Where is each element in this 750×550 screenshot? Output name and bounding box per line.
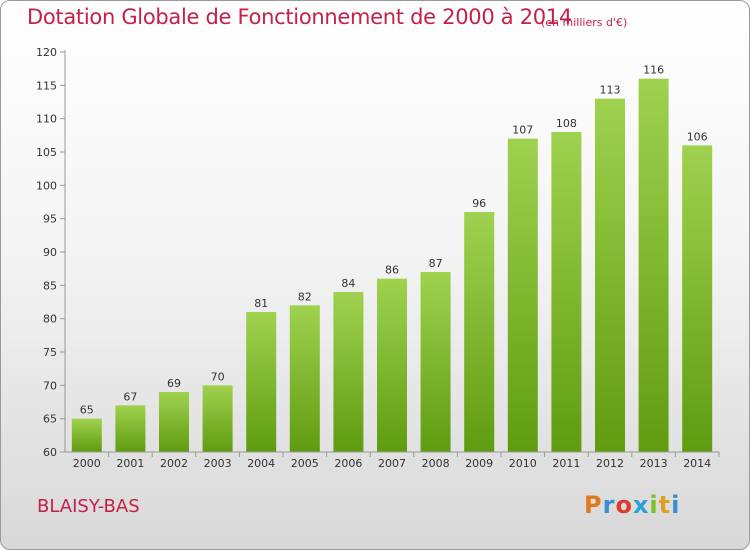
y-tick-label: 95 xyxy=(43,213,57,226)
x-tick-label: 2009 xyxy=(465,457,493,470)
data-label: 107 xyxy=(512,124,533,137)
x-tick-label: 2014 xyxy=(683,457,711,470)
data-label: 69 xyxy=(167,377,181,390)
x-tick-label: 2002 xyxy=(160,457,188,470)
bar-2009 xyxy=(464,212,495,452)
data-label: 82 xyxy=(298,290,312,303)
data-label: 86 xyxy=(385,264,399,277)
data-label: 84 xyxy=(341,277,355,290)
data-label: 116 xyxy=(643,64,664,77)
logo-letter: i xyxy=(649,491,659,519)
data-label: 67 xyxy=(123,390,137,403)
x-tick-label: 2008 xyxy=(422,457,450,470)
logo-letter: i xyxy=(671,491,681,519)
y-tick-label: 120 xyxy=(36,46,57,59)
bar-2005 xyxy=(289,305,320,452)
x-tick-label: 2004 xyxy=(247,457,275,470)
bar-2011 xyxy=(551,132,582,452)
y-tick-label: 100 xyxy=(36,179,57,192)
bar-2014 xyxy=(682,145,713,453)
x-tick-label: 2007 xyxy=(378,457,406,470)
data-label: 113 xyxy=(600,84,621,97)
y-axis: 60 65 70 75 80 85 90 95 100 105 110 115 120 xyxy=(36,46,66,459)
bar-2006 xyxy=(333,292,364,452)
x-tick-label: 2005 xyxy=(291,457,319,470)
x-tick-label: 2001 xyxy=(116,457,144,470)
bars-group: 65 67 69 70 81 82 84 86 87 96 107 108 113 116 106 xyxy=(71,64,713,453)
data-label: 65 xyxy=(80,404,94,417)
bar-2007 xyxy=(377,278,407,452)
x-tick-label: 2010 xyxy=(509,457,537,470)
chart-title: Dotation Globale de Fonctionnement de 20… xyxy=(27,5,572,29)
y-tick-label: 105 xyxy=(36,146,57,159)
y-tick-label: 80 xyxy=(43,313,57,326)
data-label: 96 xyxy=(472,197,486,210)
logo-letter: t xyxy=(658,491,672,519)
bar-2003 xyxy=(202,385,233,452)
y-tick-label: 90 xyxy=(43,246,57,259)
x-tick-label: 2013 xyxy=(640,457,668,470)
bar-2013 xyxy=(638,78,669,453)
data-label: 81 xyxy=(254,297,268,310)
x-tick-label: 2003 xyxy=(204,457,232,470)
bar-2001 xyxy=(115,405,146,452)
logo-letter: o xyxy=(615,491,633,519)
y-tick-label: 65 xyxy=(43,413,57,426)
bar-2012 xyxy=(595,98,625,453)
y-tick-label: 60 xyxy=(43,446,57,459)
y-tick-label: 115 xyxy=(36,79,57,92)
y-tick-label: 110 xyxy=(36,113,57,126)
x-tick-label: 2006 xyxy=(334,457,362,470)
bar-2002 xyxy=(159,392,189,452)
data-label: 70 xyxy=(211,370,225,383)
y-tick-label: 70 xyxy=(43,379,57,392)
chart-unit-note: (en milliers d'€) xyxy=(541,16,628,29)
proxiti-logo[interactable]: Proxiti xyxy=(584,491,680,519)
x-tick-label: 2012 xyxy=(596,457,624,470)
x-tick-label: 2011 xyxy=(552,457,580,470)
x-axis: 2000 2001 2002 2003 2004 2005 2006 2007 2008 2009… xyxy=(65,451,720,470)
commune-name: BLAISY-BAS xyxy=(37,496,140,517)
logo-letter: x xyxy=(632,491,650,519)
bar-2010 xyxy=(507,138,538,452)
x-tick-label: 2000 xyxy=(73,457,101,470)
y-tick-label: 75 xyxy=(43,346,57,359)
data-label: 106 xyxy=(687,130,708,143)
logo-letter: r xyxy=(602,491,616,519)
logo-letter: P xyxy=(584,491,603,519)
bar-2000 xyxy=(71,418,102,452)
data-label: 87 xyxy=(429,257,443,270)
bar-2004 xyxy=(246,312,277,452)
bar-2008 xyxy=(420,272,451,452)
data-label: 108 xyxy=(556,117,577,130)
y-tick-label: 85 xyxy=(43,279,57,292)
